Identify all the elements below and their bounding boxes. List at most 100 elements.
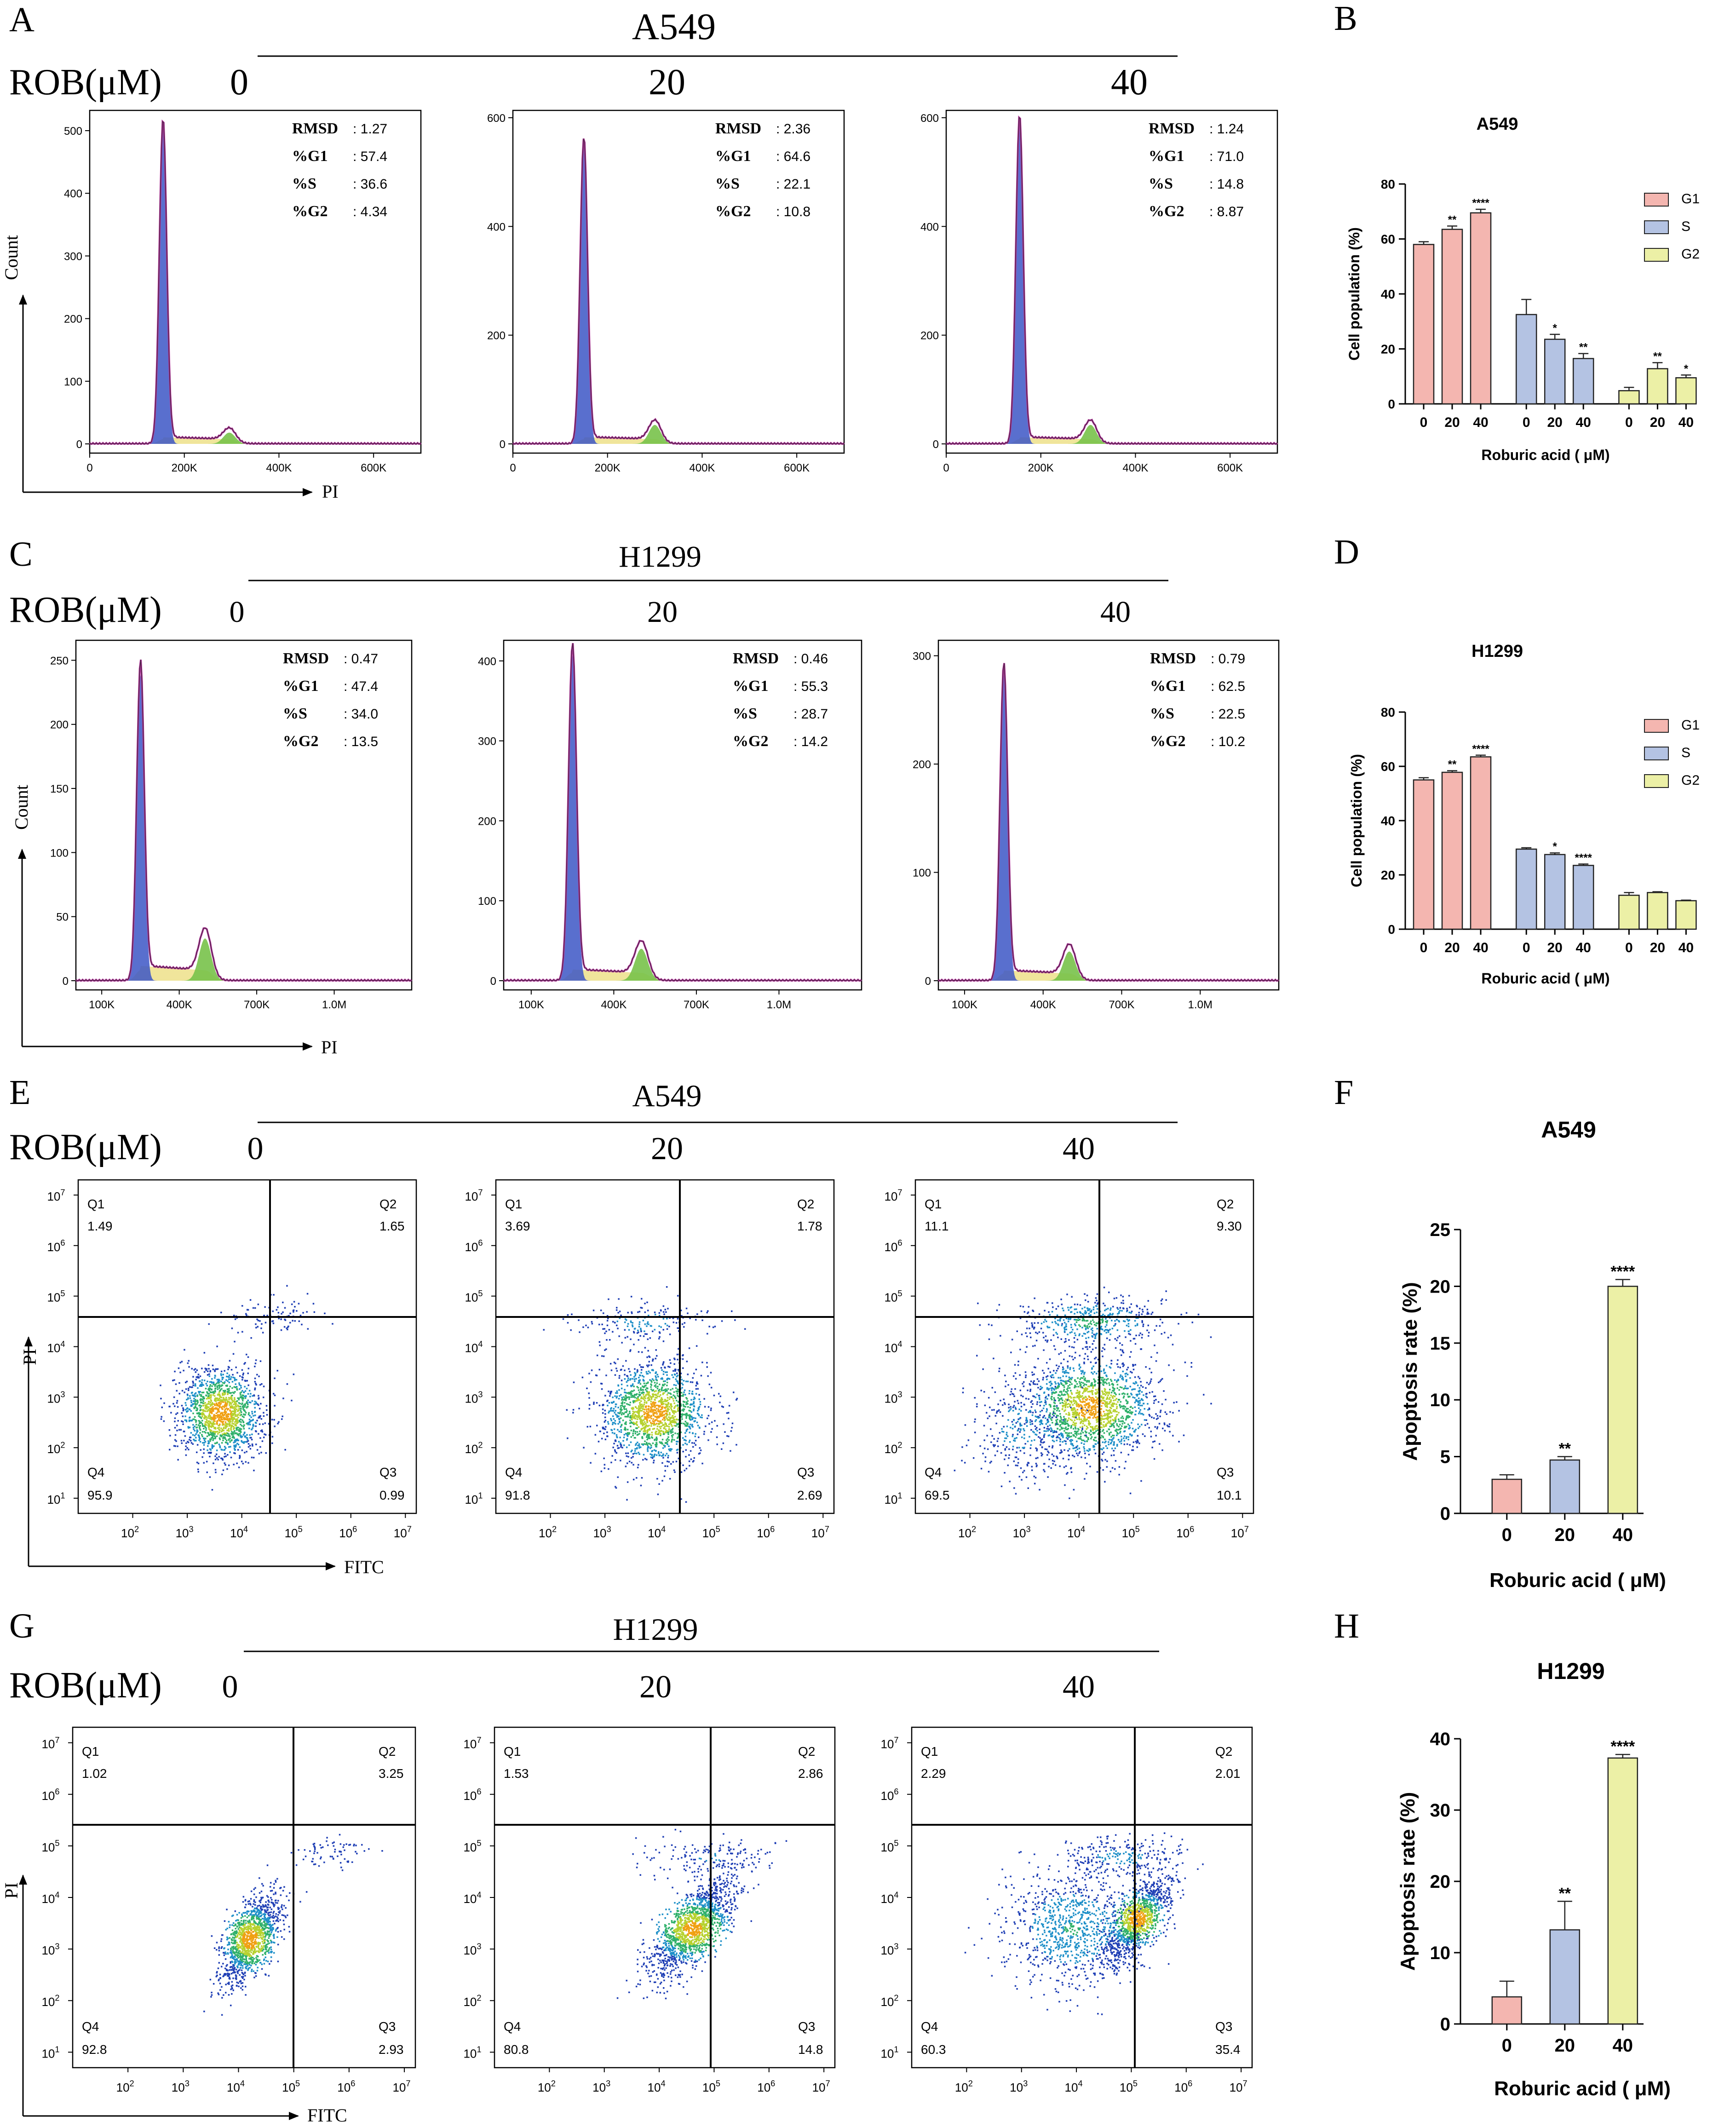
event-dot (1065, 1380, 1067, 1382)
event-dot (654, 1385, 655, 1387)
event-dot (624, 1399, 626, 1401)
x-tick-label: 105 (285, 1524, 303, 1540)
event-dot (231, 1328, 233, 1329)
event-dot (1109, 1423, 1112, 1425)
event-dot (623, 1399, 625, 1401)
event-dot (660, 1434, 661, 1437)
event-dot (685, 1449, 687, 1451)
event-dot (210, 1430, 212, 1432)
event-dot (644, 1385, 646, 1387)
event-dot (665, 1431, 667, 1433)
event-dot (1110, 1362, 1112, 1365)
event-dot (231, 1397, 233, 1399)
event-dot (661, 1411, 663, 1414)
event-dot (658, 1404, 660, 1407)
event-dot (664, 1417, 666, 1420)
event-dot (1103, 1418, 1105, 1420)
event-dot (685, 1430, 687, 1432)
event-dot (1100, 1448, 1102, 1450)
event-dot (1107, 1403, 1109, 1405)
event-dot (736, 1399, 737, 1401)
event-dot (1052, 1374, 1054, 1376)
event-dot (667, 1454, 669, 1457)
event-dot (1172, 1412, 1174, 1414)
event-dot (1061, 1323, 1063, 1325)
event-dot (1076, 1440, 1078, 1443)
panel-letter-B: B (1334, 0, 1357, 38)
event-dot (1137, 1423, 1139, 1426)
event-dot (657, 1420, 659, 1422)
event-dot (1083, 1379, 1086, 1381)
event-dot (211, 1425, 213, 1427)
event-dot (608, 1423, 609, 1425)
event-dot (684, 1436, 687, 1437)
event-dot (681, 1387, 683, 1389)
event-dot (627, 1377, 629, 1379)
event-dot (687, 1403, 689, 1405)
x-tick-label: 0 (943, 462, 949, 474)
event-dot (630, 1417, 632, 1419)
event-dot (1129, 1412, 1131, 1414)
event-dot (280, 1318, 282, 1320)
event-dot (665, 1391, 667, 1392)
event-dot (237, 1416, 239, 1419)
event-dot (623, 1428, 626, 1431)
event-dot (219, 1438, 221, 1440)
event-dot (218, 1427, 220, 1429)
event-dot (263, 1437, 265, 1438)
event-dot (204, 1368, 207, 1369)
event-dot (229, 1385, 231, 1387)
y-tick-label: 106 (465, 1238, 483, 1254)
event-dot (676, 1353, 678, 1356)
event-dot (678, 1426, 679, 1428)
event-dot (1097, 1419, 1099, 1420)
event-dot (625, 1360, 627, 1362)
event-dot (673, 1425, 675, 1426)
x-tick-label: 102 (539, 1524, 557, 1540)
event-dot (225, 1405, 227, 1407)
event-dot (225, 1397, 227, 1399)
event-dot (684, 1423, 686, 1426)
event-dot (642, 1408, 644, 1410)
event-dot (1101, 1405, 1103, 1407)
event-dot (219, 1416, 222, 1419)
event-dot (1132, 1411, 1133, 1413)
event-dot (659, 1413, 661, 1415)
event-dot (224, 1410, 226, 1412)
event-dot (696, 1313, 698, 1315)
event-dot (1109, 1412, 1111, 1414)
event-dot (224, 1427, 227, 1429)
event-dot (1081, 1396, 1082, 1398)
event-dot (230, 1424, 233, 1426)
event-dot (240, 1428, 242, 1430)
event-dot (674, 1370, 676, 1372)
event-dot (634, 1415, 637, 1417)
event-dot (1127, 1387, 1129, 1389)
event-dot (1101, 1426, 1103, 1428)
event-dot (620, 1429, 622, 1431)
event-dot (621, 1447, 623, 1449)
event-dot (196, 1461, 198, 1464)
event-dot (1046, 1409, 1048, 1411)
y-tick-label: 100 (64, 376, 82, 388)
event-dot (650, 1422, 652, 1424)
event-dot (629, 1410, 631, 1413)
event-dot (1155, 1418, 1158, 1420)
event-dot (627, 1325, 629, 1327)
event-dot (625, 1416, 627, 1418)
event-dot (1063, 1380, 1065, 1382)
stat-value: : 13.5 (344, 734, 378, 749)
event-dot (707, 1439, 709, 1441)
event-dot (623, 1396, 625, 1398)
event-dot (1106, 1460, 1108, 1462)
event-dot (226, 1434, 228, 1437)
event-dot (189, 1408, 191, 1410)
event-dot (680, 1413, 682, 1415)
event-dot (697, 1425, 699, 1426)
event-dot (1069, 1440, 1071, 1442)
event-dot (1068, 1435, 1070, 1437)
event-dot (1070, 1379, 1072, 1380)
event-dot (224, 1456, 225, 1458)
event-dot (622, 1420, 624, 1421)
event-dot (238, 1382, 240, 1384)
